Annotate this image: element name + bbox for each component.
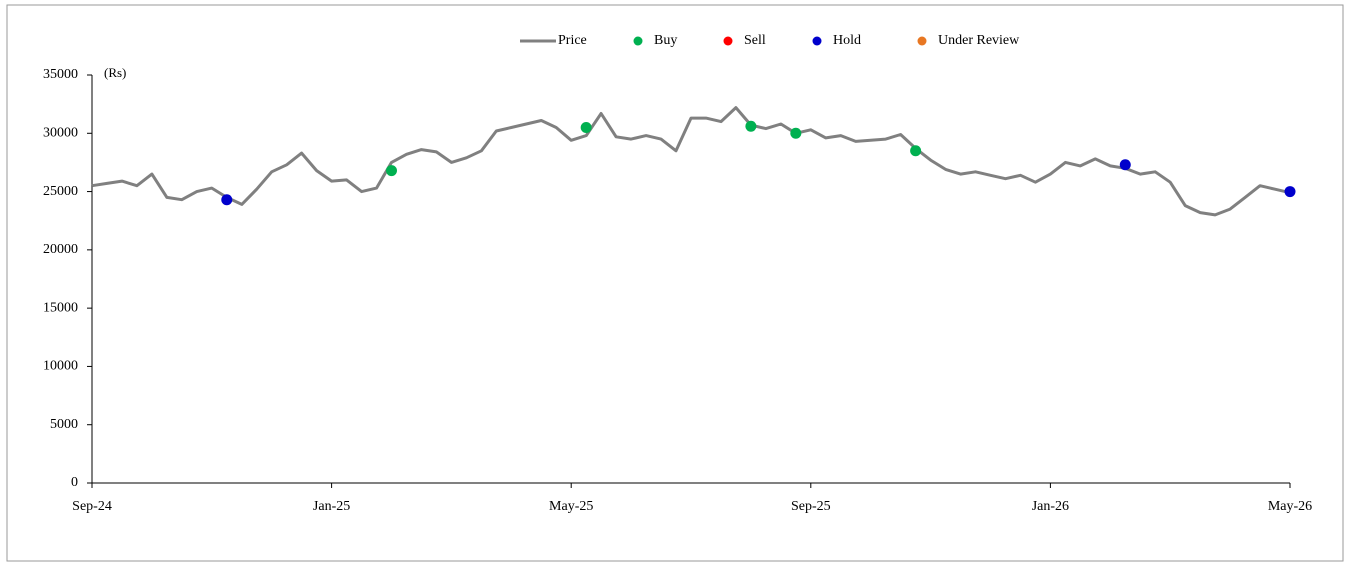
signal-dot bbox=[790, 127, 802, 139]
y-tick-label: 0 bbox=[71, 475, 78, 490]
y-tick-label: 30000 bbox=[43, 126, 78, 141]
signal-dot bbox=[221, 194, 233, 206]
x-tick-label: Sep-24 bbox=[72, 499, 112, 514]
x-tick-label: Sep-25 bbox=[791, 499, 831, 514]
signal-dot bbox=[910, 145, 922, 157]
legend-label: Buy bbox=[654, 33, 677, 48]
legend-label: Sell bbox=[744, 33, 766, 48]
signal-dot bbox=[386, 165, 397, 177]
signal-dot bbox=[580, 121, 592, 133]
x-tick-label: Jan-25 bbox=[313, 499, 350, 514]
y-tick-label: 15000 bbox=[43, 300, 78, 315]
y-tick-label: 5000 bbox=[50, 417, 78, 432]
legend-label: Hold bbox=[833, 33, 861, 48]
legend-label: Price bbox=[558, 33, 587, 48]
y-tick-label: 35000 bbox=[43, 67, 78, 82]
signal-dot bbox=[1284, 186, 1296, 198]
price-line bbox=[91, 106, 1291, 217]
chart-frame bbox=[6, 4, 1344, 562]
y-tick-label: 10000 bbox=[43, 359, 78, 374]
signal-dot bbox=[745, 120, 757, 132]
legend-label: Under Review bbox=[938, 33, 1020, 48]
signal-dot bbox=[1119, 159, 1131, 171]
legend-dot bbox=[633, 36, 643, 46]
y-tick-label: 20000 bbox=[43, 242, 78, 257]
y-tick-label: 25000 bbox=[43, 184, 78, 199]
y-axis-label: (Rs) bbox=[104, 65, 126, 80]
x-tick-label: May-25 bbox=[549, 499, 593, 514]
x-tick-label: May-26 bbox=[1268, 499, 1312, 514]
legend-dot bbox=[812, 36, 822, 46]
x-tick-label: Jan-26 bbox=[1032, 499, 1069, 514]
legend-dot bbox=[723, 36, 733, 46]
legend-dot bbox=[917, 36, 927, 46]
